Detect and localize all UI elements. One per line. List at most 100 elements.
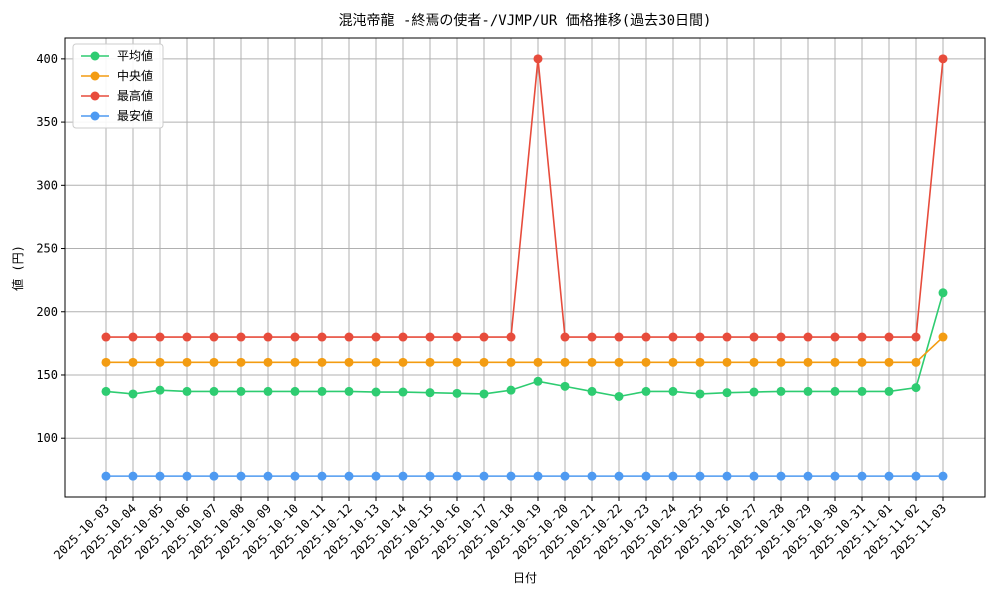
- point: [290, 471, 300, 481]
- point: [749, 471, 759, 481]
- point: [695, 471, 705, 481]
- point: [209, 357, 219, 367]
- point: [371, 332, 381, 342]
- point: [803, 471, 813, 481]
- point: [128, 389, 138, 399]
- y-tick-label: 300: [36, 178, 58, 192]
- point: [317, 332, 327, 342]
- point: [263, 386, 273, 396]
- point: [560, 471, 570, 481]
- y-axis-label: 値 (円): [10, 245, 25, 291]
- point: [749, 332, 759, 342]
- point: [695, 389, 705, 399]
- point: [776, 386, 786, 396]
- point: [668, 471, 678, 481]
- point: [479, 471, 489, 481]
- point: [101, 357, 111, 367]
- point: [884, 386, 894, 396]
- point: [425, 332, 435, 342]
- chart-title: 混沌帝龍 -終焉の使者-/VJMP/UR 価格推移(過去30日間): [339, 12, 712, 29]
- point: [236, 332, 246, 342]
- point: [587, 332, 597, 342]
- point: [371, 357, 381, 367]
- point: [587, 386, 597, 396]
- point: [506, 357, 516, 367]
- point: [209, 386, 219, 396]
- point: [425, 471, 435, 481]
- point: [911, 332, 921, 342]
- point: [776, 471, 786, 481]
- point: [884, 332, 894, 342]
- point: [641, 357, 651, 367]
- point: [290, 386, 300, 396]
- legend-marker: [90, 51, 100, 61]
- legend-marker: [90, 91, 100, 101]
- point: [398, 387, 408, 397]
- point: [128, 357, 138, 367]
- point: [884, 471, 894, 481]
- point: [668, 357, 678, 367]
- point: [614, 471, 624, 481]
- point: [695, 332, 705, 342]
- y-tick-label: 250: [36, 242, 58, 256]
- point: [560, 357, 570, 367]
- point: [263, 471, 273, 481]
- point: [371, 387, 381, 397]
- point: [857, 357, 867, 367]
- point: [155, 332, 165, 342]
- point: [344, 357, 354, 367]
- point: [938, 54, 948, 64]
- point: [911, 471, 921, 481]
- y-tick-label: 350: [36, 115, 58, 129]
- point: [533, 54, 543, 64]
- point: [317, 471, 327, 481]
- point: [668, 386, 678, 396]
- point: [614, 332, 624, 342]
- series-line: [105, 292, 944, 398]
- point: [128, 332, 138, 342]
- point: [479, 357, 489, 367]
- point: [182, 332, 192, 342]
- point: [398, 471, 408, 481]
- point: [776, 332, 786, 342]
- point: [344, 332, 354, 342]
- point: [695, 357, 705, 367]
- point: [236, 357, 246, 367]
- point: [722, 357, 732, 367]
- point: [533, 357, 543, 367]
- point: [749, 387, 759, 397]
- point: [830, 386, 840, 396]
- y-tick-label: 150: [36, 368, 58, 382]
- point: [398, 332, 408, 342]
- point: [344, 471, 354, 481]
- point: [317, 357, 327, 367]
- point: [101, 332, 111, 342]
- point: [587, 471, 597, 481]
- point: [155, 385, 165, 395]
- plot-frame: [64, 37, 986, 498]
- point: [641, 386, 651, 396]
- point: [830, 471, 840, 481]
- point: [506, 332, 516, 342]
- point: [857, 471, 867, 481]
- legend-box: [72, 43, 164, 129]
- point: [938, 332, 948, 342]
- point: [911, 357, 921, 367]
- point: [290, 332, 300, 342]
- point: [722, 332, 732, 342]
- point: [182, 471, 192, 481]
- legend-label: 最安値: [117, 108, 153, 123]
- point: [479, 332, 489, 342]
- point: [803, 386, 813, 396]
- point: [398, 357, 408, 367]
- point: [938, 288, 948, 298]
- point: [101, 386, 111, 396]
- legend-marker: [90, 71, 100, 81]
- point: [425, 388, 435, 398]
- point: [182, 357, 192, 367]
- point: [722, 388, 732, 398]
- point: [533, 376, 543, 386]
- point: [830, 357, 840, 367]
